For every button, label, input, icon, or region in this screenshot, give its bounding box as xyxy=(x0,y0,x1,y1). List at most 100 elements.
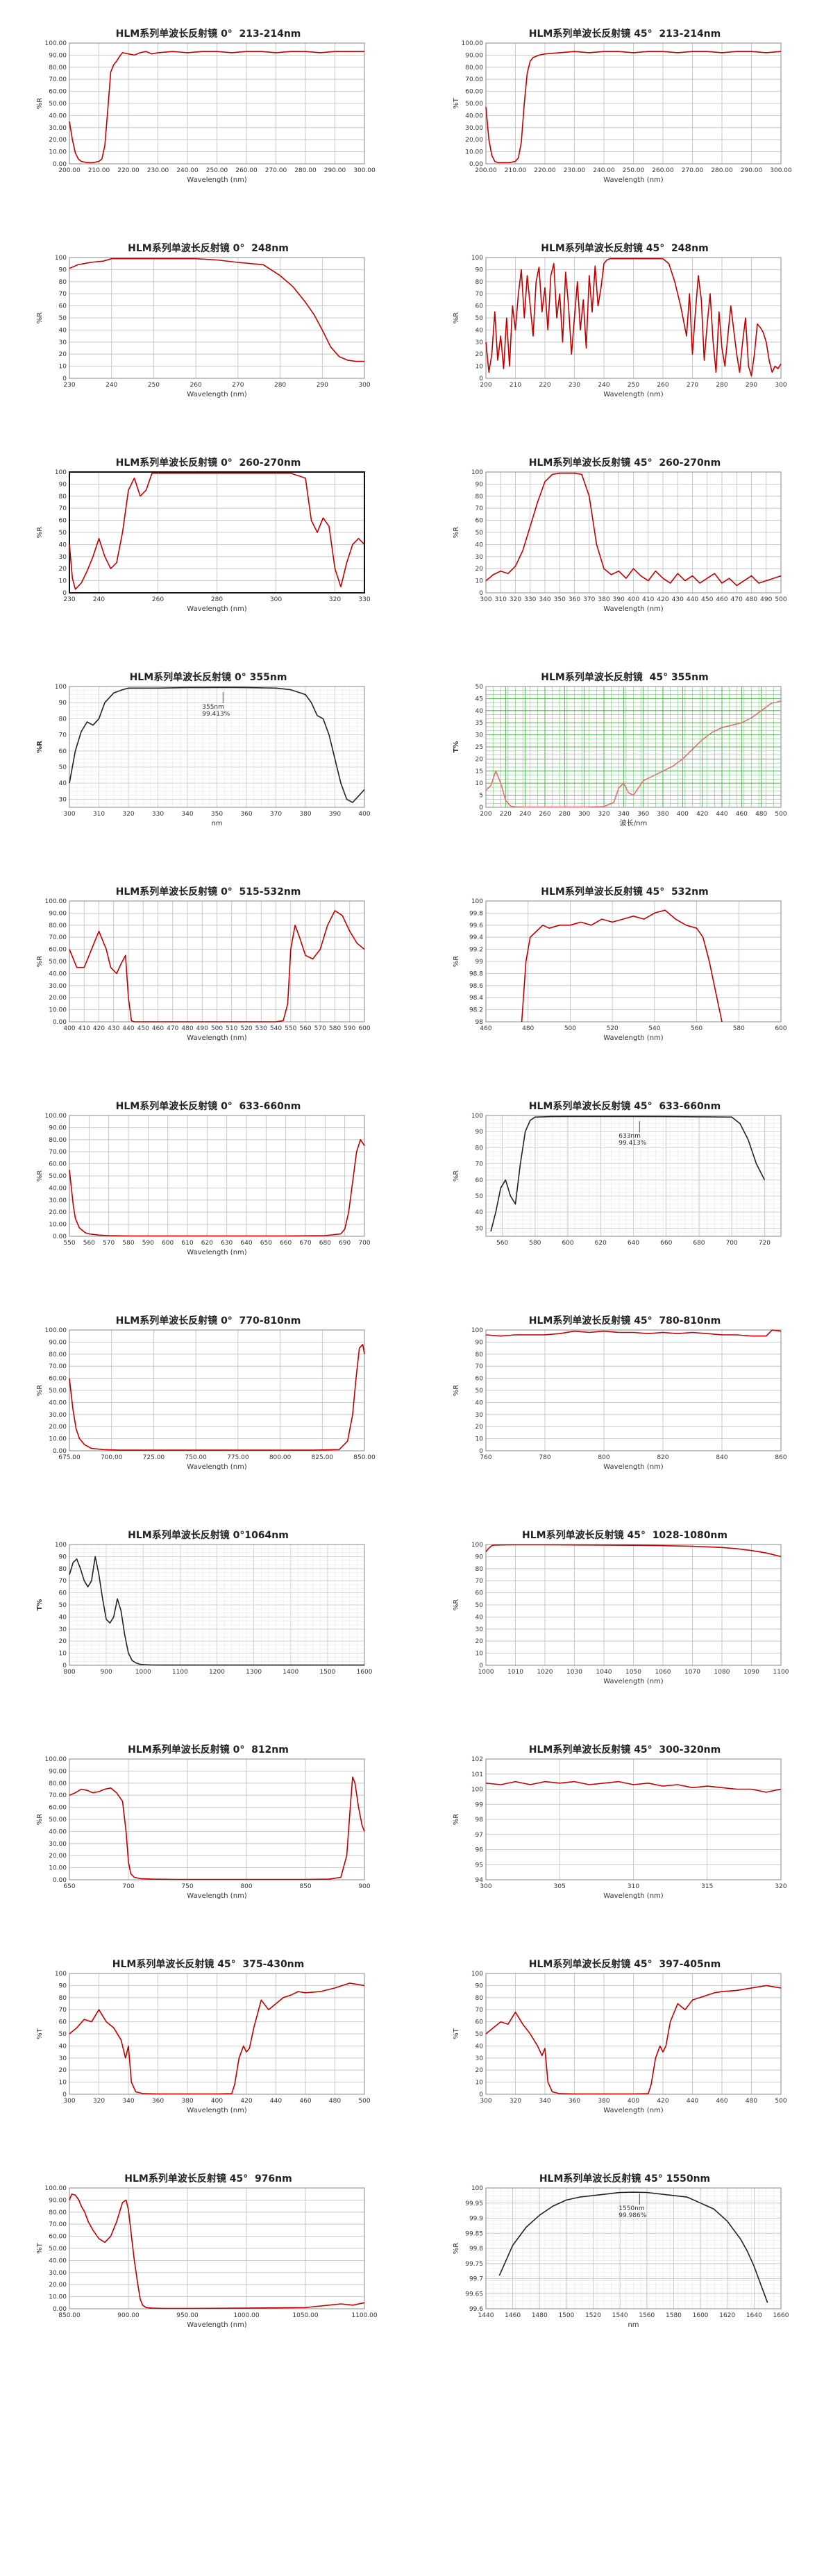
chart-title: HLM系列单波长反射镜 45° 532nm xyxy=(541,886,709,898)
y-axis-label: %R xyxy=(36,741,44,753)
x-tick-label: 260.00 xyxy=(235,167,258,174)
series-line xyxy=(485,1329,782,1337)
y-tick-label: 80 xyxy=(59,494,67,500)
chart-svg: 300 310 320 330 340 350 360 370 380 390 400 410 420 4… xyxy=(453,469,787,613)
y-tick-label: 60 xyxy=(476,2019,484,2026)
y-tick-label: 35 xyxy=(476,720,483,727)
x-tick-label: 720 xyxy=(759,1240,771,1247)
x-tick-label: 380 xyxy=(598,2098,609,2105)
y-tick-label: 30 xyxy=(476,1225,484,1232)
y-tick-label: 40.00 xyxy=(49,2257,67,2264)
chart-panel: HLM系列单波长反射镜 45° 780-810nm 760 780 800 820 840… xyxy=(416,1287,833,1501)
x-tick-label: 340 xyxy=(618,811,630,818)
plot-frame xyxy=(485,686,782,808)
x-axis-label: Wavelength (nm) xyxy=(187,1034,246,1042)
y-tick-label: 0 xyxy=(62,590,67,597)
y-tick-label: 60.00 xyxy=(49,1805,67,1812)
y-tick-label: 70 xyxy=(59,2007,67,2014)
x-tick-label: 280.00 xyxy=(711,167,733,174)
y-tick-label: 60.00 xyxy=(49,89,67,96)
y-tick-label: 80.00 xyxy=(465,65,483,71)
y-tick-label: 98.6 xyxy=(469,983,483,990)
x-tick-label: 280 xyxy=(274,382,286,389)
y-tick-label: 50.00 xyxy=(49,1388,67,1395)
x-tick-label: 300 xyxy=(578,811,590,818)
chart-svg: 760 780 800 820 840 860 0 10 20 30 40 50 60 70 80 90 100… xyxy=(453,1327,787,1471)
y-tick-label: 50.00 xyxy=(49,1817,67,1824)
chart-panel: HLM系列单波长反射镜 45° 1550nm 1440 1460 1480 1500 15… xyxy=(416,2145,833,2359)
x-axis-label: Wavelength (nm) xyxy=(603,1892,663,1900)
x-tick-label: 1030 xyxy=(566,1669,582,1676)
x-tick-label: 680 xyxy=(693,1240,705,1247)
y-tick-label: 60 xyxy=(476,518,484,525)
y-tick-label: 10.00 xyxy=(49,149,67,156)
y-tick-label: 30.00 xyxy=(49,1841,67,1848)
y-tick-label: 90.00 xyxy=(49,1125,67,1131)
plot-frame xyxy=(69,471,365,594)
x-axis-label: Wavelength (nm) xyxy=(603,391,663,398)
x-tick-label: 675.00 xyxy=(58,1454,81,1461)
y-tick-label: 50 xyxy=(59,530,67,537)
x-tick-label: 800 xyxy=(240,1883,252,1890)
y-tick-label: 50 xyxy=(476,315,484,322)
y-tick-label: 60 xyxy=(476,1177,484,1184)
x-tick-label: 440 xyxy=(122,1025,134,1032)
y-tick-label: 0 xyxy=(479,805,483,811)
x-tick-label: 560 xyxy=(299,1025,311,1032)
y-tick-label: 80 xyxy=(476,279,484,286)
y-tick-label: 10.00 xyxy=(49,1222,67,1229)
y-tick-label: 20 xyxy=(59,1638,67,1645)
chart-panel: HLM系列单波长反射镜 0° 633-660nm 550 560 570 580 590 6… xyxy=(0,1072,416,1287)
x-tick-label: 580 xyxy=(733,1025,745,1032)
x-tick-label: 410 xyxy=(642,596,654,603)
y-tick-label: 40 xyxy=(476,708,484,715)
y-axis-label: %R xyxy=(453,1170,460,1182)
y-tick-label: 0 xyxy=(479,376,483,382)
x-tick-label: 620 xyxy=(201,1240,213,1247)
plot-frame xyxy=(485,2187,782,2309)
chart-svg: 1440 1460 1480 1500 1520 1540 1560 1580 1600 1620… xyxy=(453,2185,789,2329)
x-axis-label: Wavelength (nm) xyxy=(603,2107,663,2114)
x-tick-label: 310 xyxy=(495,596,507,603)
y-tick-label: 20.00 xyxy=(49,1209,67,1216)
x-tick-label: 570 xyxy=(314,1025,326,1032)
y-tick-label: 90 xyxy=(59,267,67,273)
chart-svg: 300 320 340 360 380 400 420 440 460 480 500 0 10 20 30… xyxy=(453,1971,787,2114)
y-tick-label: 30 xyxy=(59,339,67,346)
y-tick-label: 60 xyxy=(476,1590,484,1597)
x-tick-label: 420 xyxy=(240,2098,252,2105)
annotation-label: 1550nm xyxy=(619,2205,644,2212)
y-tick-label: 10 xyxy=(476,1436,484,1443)
x-tick-label: 390 xyxy=(329,811,341,818)
y-tick-label: 10 xyxy=(59,578,67,585)
y-tick-label: 0.00 xyxy=(53,1877,67,1884)
y-tick-label: 50 xyxy=(59,764,67,771)
x-tick-label: 1050.00 xyxy=(292,2312,318,2319)
x-tick-label: 330 xyxy=(524,596,536,603)
x-tick-label: 700 xyxy=(358,1240,370,1247)
x-tick-label: 280 xyxy=(716,382,727,389)
chart-title: HLM系列单波长反射镜 0° 770-810nm xyxy=(115,1315,301,1327)
x-tick-label: 780 xyxy=(539,1454,550,1461)
y-tick-label: 30 xyxy=(476,1412,484,1419)
y-tick-label: 0.00 xyxy=(53,1019,67,1026)
x-tick-label: 320 xyxy=(510,596,521,603)
x-tick-label: 310 xyxy=(628,1883,639,1890)
chart-panel: HLM系列单波长反射镜 0° 248nm 230 240 250 260 270 280 29… xyxy=(0,214,416,429)
x-tick-label: 280.00 xyxy=(294,167,317,174)
y-tick-label: 10 xyxy=(476,1651,484,1658)
y-tick-label: 20 xyxy=(476,756,484,763)
x-tick-label: 240 xyxy=(93,596,105,603)
x-tick-label: 650 xyxy=(63,1883,75,1890)
series-line xyxy=(490,1116,766,1232)
plot-frame xyxy=(485,1544,782,1666)
x-tick-label: 1600 xyxy=(357,1669,373,1676)
x-tick-label: 1660 xyxy=(773,2312,789,2319)
y-tick-label: 99.6 xyxy=(469,923,483,929)
chart-svg: 550 560 570 580 590 600 610 620 630 640 650 660 670 6… xyxy=(36,1113,371,1256)
x-tick-label: 500 xyxy=(564,1025,576,1032)
x-tick-label: 900 xyxy=(358,1883,370,1890)
y-tick-label: 50 xyxy=(59,1602,67,1609)
y-tick-label: 99 xyxy=(476,959,484,966)
